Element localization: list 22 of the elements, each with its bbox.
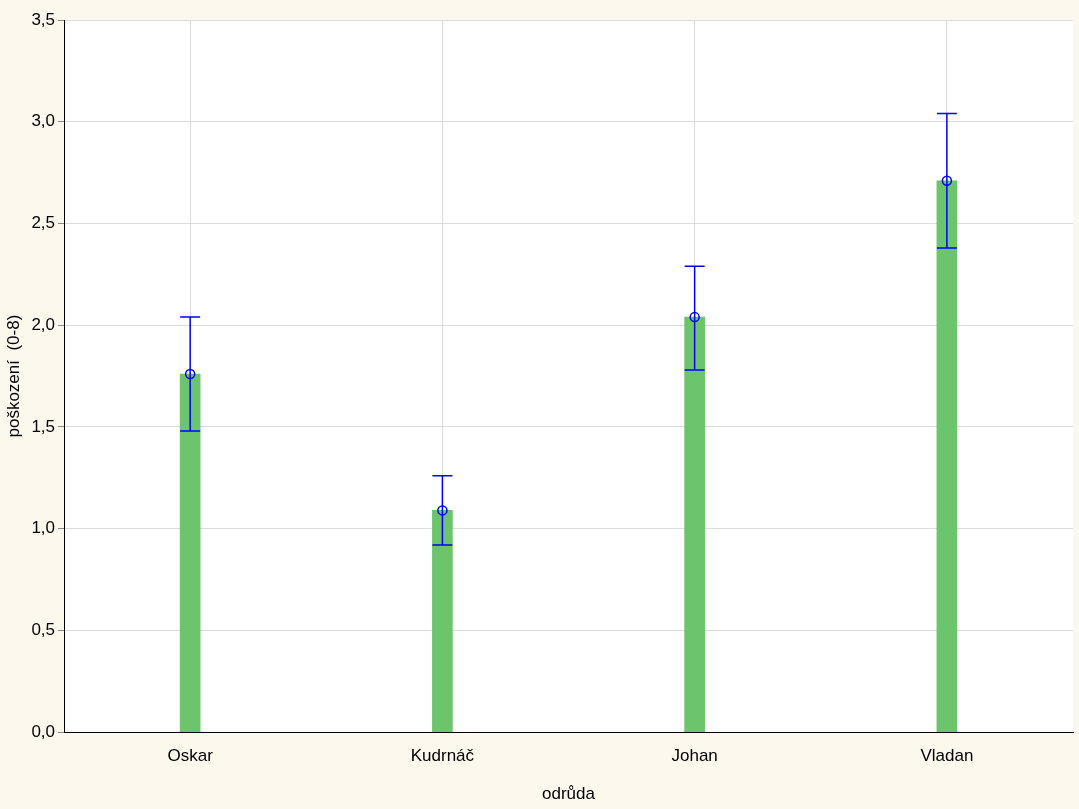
point xyxy=(689,311,700,323)
point xyxy=(437,505,448,516)
y-axis-title: poškození (0-8) xyxy=(3,314,23,438)
point xyxy=(941,175,953,186)
y-tick-label: 0,5 xyxy=(31,620,56,640)
bar xyxy=(684,316,705,733)
x-axis-title: odrůda xyxy=(542,784,596,804)
bar xyxy=(936,180,958,733)
point xyxy=(184,368,196,380)
x-tick-label: Johan xyxy=(671,746,718,766)
y-tick-label: 2,5 xyxy=(31,213,56,233)
y-tick-label: 2,0 xyxy=(31,314,56,334)
x-tick-label: Oskar xyxy=(167,746,214,766)
x-tick-label: Kudrnáč xyxy=(410,746,475,766)
x-tick-label: Vladan xyxy=(920,746,974,766)
y-tick-label: 0,0 xyxy=(31,721,56,741)
bar xyxy=(179,373,201,733)
y-tick-label: 3,5 xyxy=(31,9,56,29)
y-tick-label: 3,0 xyxy=(31,111,56,131)
y-tick-label: 1,0 xyxy=(31,518,56,538)
bar xyxy=(432,510,453,733)
y-tick-label: 1,5 xyxy=(31,416,56,436)
